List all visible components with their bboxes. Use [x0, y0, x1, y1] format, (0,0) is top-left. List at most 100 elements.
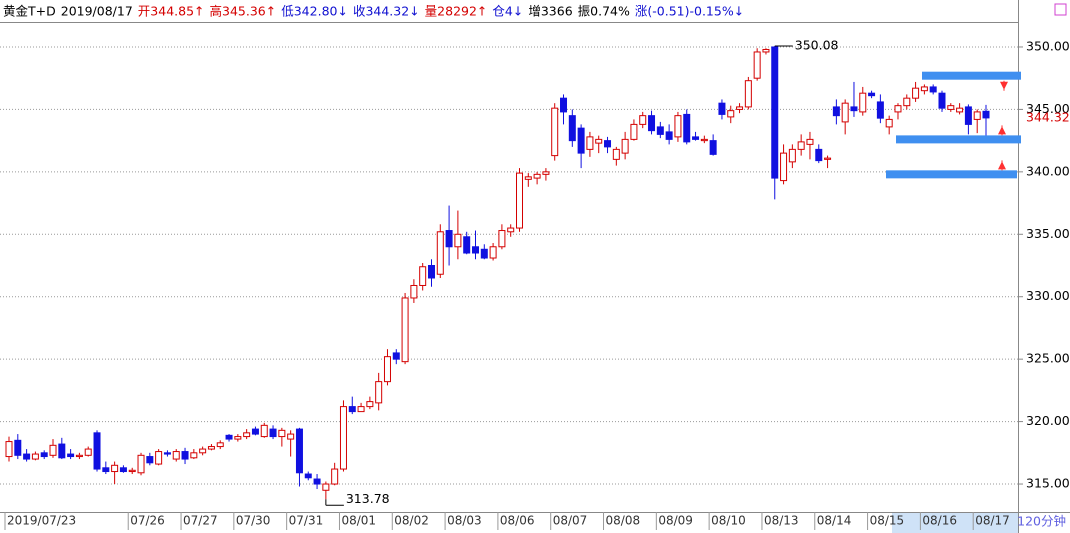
candle-body	[498, 230, 506, 248]
x-tick-label: 08/07	[553, 514, 588, 528]
candle-body	[718, 102, 726, 115]
candle-body	[516, 172, 524, 229]
candle-body	[67, 453, 75, 458]
candle-body	[964, 106, 972, 125]
x-tick-label: 07/31	[289, 514, 324, 528]
header-item: 增3366	[528, 4, 572, 19]
candle-body	[181, 451, 189, 460]
candle-body	[612, 148, 620, 160]
candle-body	[586, 136, 594, 150]
candle-body	[225, 434, 233, 440]
x-tick-label: 08/03	[447, 514, 482, 528]
candle-body	[137, 454, 145, 474]
header-item: 高345.36↑	[210, 4, 277, 19]
candle-body	[471, 246, 479, 254]
candle-body	[665, 131, 673, 140]
candle-body	[348, 406, 356, 413]
candle-body	[850, 106, 858, 112]
candle-body	[692, 136, 700, 140]
candle-body	[216, 442, 224, 448]
period-label[interactable]: 120分钟	[1017, 514, 1066, 529]
candle-body	[542, 171, 550, 175]
candle-body	[859, 92, 867, 113]
candle-body	[868, 92, 876, 97]
candle-body	[806, 138, 814, 145]
candle-body	[982, 110, 990, 119]
candle-body	[93, 432, 101, 470]
x-tick-label: 08/06	[500, 514, 535, 528]
candle-body	[560, 97, 568, 113]
candle-body	[841, 102, 849, 123]
candle-body	[304, 473, 312, 479]
header-item: 开344.85↑	[138, 4, 205, 19]
y-tick-label: 315.00	[1026, 476, 1070, 491]
y-tick-label: 345.00	[1026, 101, 1070, 116]
candle-body	[5, 441, 13, 458]
candle-body	[815, 148, 823, 162]
candle-body	[885, 118, 893, 128]
candle-body	[58, 443, 66, 459]
candle-body	[595, 138, 603, 144]
candle-body	[762, 48, 770, 53]
y-tick-label: 340.00	[1026, 163, 1070, 178]
candle-body	[49, 444, 57, 456]
candle-body	[419, 266, 427, 286]
candle-body	[630, 123, 638, 140]
candle-body	[146, 456, 154, 464]
last-price-label: 344.32	[1026, 109, 1070, 124]
x-tick-label: 08/09	[658, 514, 693, 528]
candle-body	[427, 265, 435, 279]
candle-body	[727, 110, 735, 118]
candle-body	[84, 448, 92, 456]
candle-body	[832, 106, 840, 117]
candle-body	[401, 297, 409, 363]
candle-body	[577, 127, 585, 154]
candle-body	[31, 453, 39, 460]
level-line	[922, 71, 1021, 80]
candle-body	[172, 451, 180, 460]
candle-body	[938, 92, 946, 109]
candle-body	[234, 436, 242, 440]
header-item: 量28292↑	[425, 4, 488, 19]
candle-body	[445, 230, 453, 248]
x-tick-label: 07/27	[183, 514, 218, 528]
y-tick-label: 335.00	[1026, 226, 1070, 241]
x-tick-label: 08/17	[975, 514, 1010, 528]
candle-body	[797, 141, 805, 150]
candle-body	[119, 467, 127, 473]
candle-body	[295, 428, 303, 474]
candle-body	[656, 126, 664, 135]
candle-body	[568, 115, 576, 142]
x-tick-label: 07/30	[236, 514, 271, 528]
window-icon[interactable]	[1054, 3, 1067, 16]
candle-body	[410, 284, 418, 299]
candle-body	[876, 101, 884, 119]
candle-body	[287, 433, 295, 440]
candle-body	[322, 483, 330, 491]
candle-body	[278, 429, 286, 438]
candle-body	[436, 231, 444, 275]
candle-body	[824, 157, 832, 160]
x-tick-label: 08/01	[341, 514, 376, 528]
x-tick-label: 07/26	[130, 514, 165, 528]
candle-body	[190, 452, 198, 459]
candle-body	[128, 469, 136, 473]
candle-body	[375, 381, 383, 404]
min-label: 313.78	[346, 491, 390, 506]
candle-body	[383, 356, 391, 383]
x-tick-label: 08/16	[922, 514, 957, 528]
header-item: 黄金T+D	[3, 4, 56, 19]
candle-body	[920, 86, 928, 92]
candle-body	[507, 227, 515, 233]
candle-body	[947, 105, 955, 110]
x-tick-label: 08/15	[870, 514, 905, 528]
candle-body	[357, 406, 365, 413]
candle-body	[744, 80, 752, 108]
candle-body	[454, 233, 462, 248]
y-tick-label: 330.00	[1026, 288, 1070, 303]
candle-body	[604, 140, 612, 148]
candle-body	[621, 138, 629, 154]
candle-body	[674, 115, 682, 138]
